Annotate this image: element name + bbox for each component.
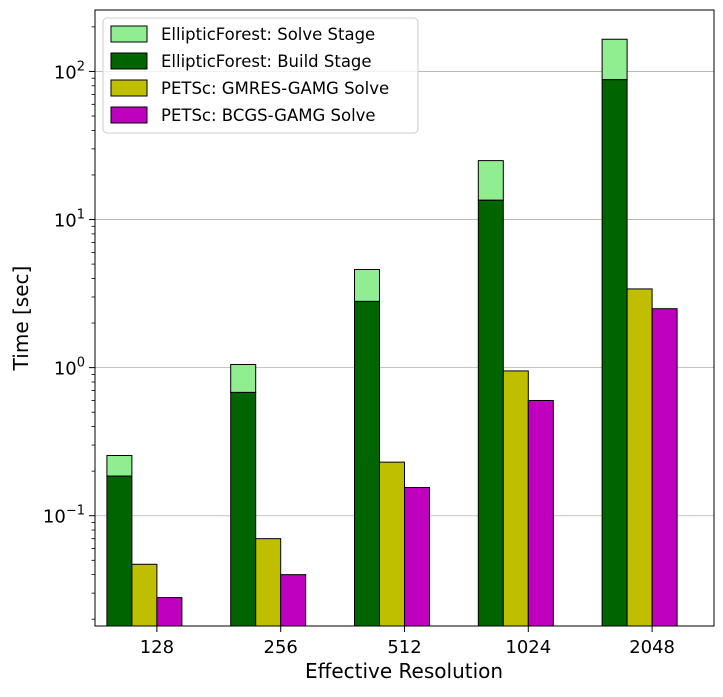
axes-layer: 10−1 100 101 102 128 256 512 1024 2048 (43, 9, 715, 658)
legend-label: EllipticForest: Build Stage (161, 52, 372, 71)
y-tick-label: 102 (54, 59, 85, 83)
bar-build-stage (230, 391, 257, 627)
bar-solve-stage (601, 38, 628, 81)
bar-build-stage (601, 79, 628, 627)
y-tick-label: 100 (54, 356, 85, 380)
y-tick-label: 10−1 (43, 504, 85, 528)
bar-gmres (131, 563, 158, 627)
x-tick-label: 128 (140, 637, 174, 658)
x-tick-label: 256 (264, 637, 298, 658)
bar-gmres (255, 538, 282, 627)
legend-swatch (110, 52, 148, 70)
bar-bcgs (280, 574, 307, 627)
bar-bcgs (156, 597, 183, 627)
x-tick-label: 2048 (629, 637, 675, 658)
legend-swatch (110, 79, 148, 97)
legend-label: PETSc: BCGS-GAMG Solve (161, 106, 376, 125)
y-axis-label: Time [sec] (9, 266, 33, 372)
legend-box (102, 17, 419, 134)
bar-bcgs (651, 308, 678, 627)
legend-swatch (110, 25, 148, 43)
legend-label: EllipticForest: Solve Stage (161, 25, 375, 44)
bar-solve-stage (230, 363, 257, 393)
x-tick-label: 1024 (505, 637, 551, 658)
bar-build-stage (354, 300, 380, 627)
x-axis-label: Effective Resolution (305, 659, 503, 683)
bar-gmres (626, 288, 653, 627)
bar-build-stage (477, 199, 504, 627)
y-tick-label: 101 (54, 208, 85, 232)
bar-solve-stage (477, 160, 504, 201)
legend-label: PETSc: GMRES-GAMG Solve (161, 79, 389, 98)
bar-build-stage (106, 475, 133, 627)
plot-frame (94, 9, 715, 627)
bar-gmres (379, 461, 405, 627)
bar-bcgs (527, 399, 554, 627)
x-tick-label: 512 (387, 637, 421, 658)
bar-gmres (502, 370, 529, 627)
bars-layer (106, 38, 678, 627)
bar-solve-stage (106, 455, 133, 477)
legend: EllipticForest: Solve Stage EllipticFores… (102, 17, 419, 134)
bar-bcgs (404, 487, 430, 627)
bar-solve-stage (354, 268, 380, 302)
legend-swatch (110, 106, 148, 124)
